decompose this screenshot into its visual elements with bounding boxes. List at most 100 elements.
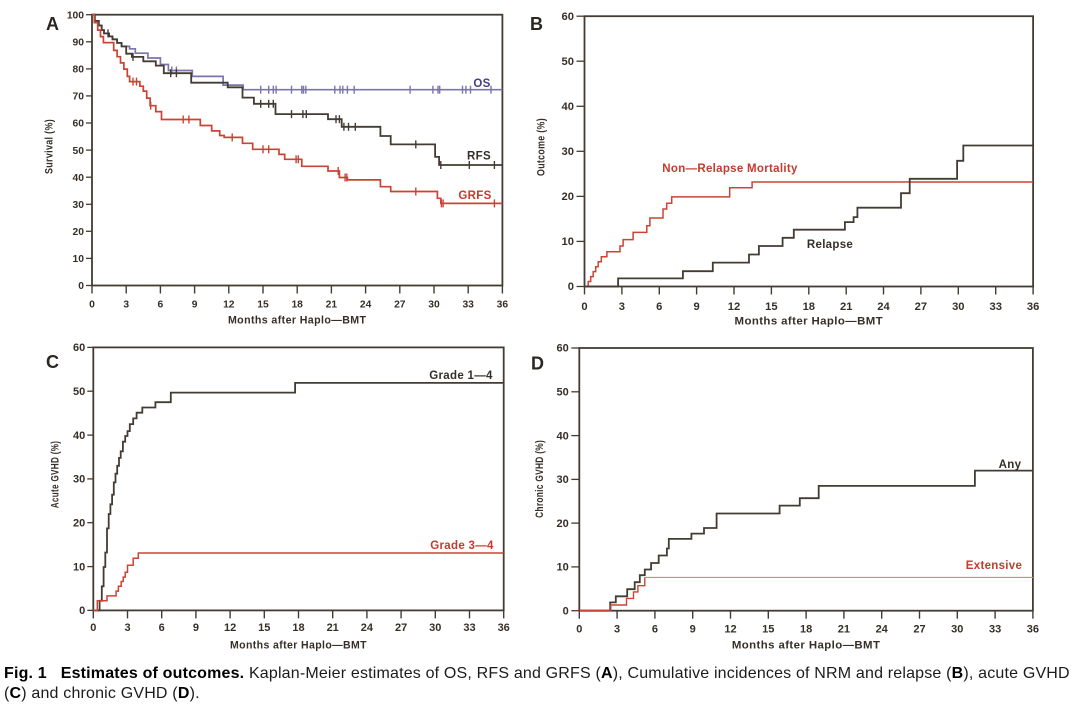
svg-text:Grade 3—4: Grade 3—4 — [430, 540, 494, 552]
svg-text:3: 3 — [614, 624, 620, 636]
svg-text:15: 15 — [762, 624, 774, 636]
svg-text:9: 9 — [192, 300, 198, 311]
svg-text:0: 0 — [563, 605, 569, 617]
svg-text:60: 60 — [73, 119, 85, 130]
svg-text:3: 3 — [619, 301, 625, 313]
svg-text:24: 24 — [361, 622, 374, 634]
svg-text:60: 60 — [557, 343, 569, 355]
svg-text:30: 30 — [951, 624, 963, 636]
svg-text:6: 6 — [159, 622, 165, 634]
svg-text:D: D — [531, 354, 544, 374]
svg-text:0: 0 — [78, 281, 84, 292]
svg-text:9: 9 — [690, 624, 696, 636]
svg-text:3: 3 — [124, 622, 130, 634]
svg-text:Extensive: Extensive — [966, 560, 1022, 572]
svg-text:70: 70 — [73, 92, 85, 103]
svg-text:27: 27 — [395, 622, 407, 634]
svg-text:10: 10 — [562, 236, 574, 248]
svg-text:40: 40 — [562, 101, 574, 113]
svg-text:18: 18 — [292, 622, 304, 634]
svg-text:27: 27 — [913, 624, 925, 636]
svg-text:40: 40 — [73, 430, 85, 442]
svg-text:18: 18 — [800, 624, 812, 636]
svg-text:21: 21 — [840, 301, 852, 313]
svg-text:12: 12 — [224, 622, 236, 634]
svg-text:Months after Haplo—BMT: Months after Haplo—BMT — [230, 639, 367, 651]
svg-text:36: 36 — [497, 300, 509, 311]
svg-text:OS: OS — [473, 78, 490, 90]
svg-text:6: 6 — [656, 301, 662, 313]
svg-text:33: 33 — [989, 624, 1001, 636]
svg-text:21: 21 — [838, 624, 850, 636]
svg-text:0: 0 — [79, 605, 85, 617]
svg-text:Grade 1—4: Grade 1—4 — [429, 370, 493, 382]
svg-text:Months after Haplo—BMT: Months after Haplo—BMT — [732, 640, 881, 652]
svg-text:36: 36 — [498, 622, 510, 634]
svg-text:24: 24 — [876, 624, 889, 636]
svg-text:C: C — [46, 352, 59, 372]
svg-text:90: 90 — [73, 38, 85, 49]
svg-text:0: 0 — [90, 622, 96, 634]
svg-text:12: 12 — [223, 300, 235, 311]
svg-text:33: 33 — [463, 622, 475, 634]
svg-text:10: 10 — [73, 561, 85, 573]
svg-text:27: 27 — [394, 300, 406, 311]
svg-text:Non—Relapse Mortality: Non—Relapse Mortality — [662, 163, 798, 175]
svg-text:Months after Haplo—BMT: Months after Haplo—BMT — [228, 315, 367, 327]
svg-text:A: A — [46, 14, 59, 34]
svg-text:30: 30 — [73, 474, 85, 486]
svg-text:33: 33 — [462, 300, 474, 311]
svg-text:20: 20 — [73, 517, 85, 529]
svg-text:33: 33 — [989, 301, 1001, 313]
svg-text:15: 15 — [258, 622, 270, 634]
svg-text:10: 10 — [73, 254, 85, 265]
svg-text:30: 30 — [557, 474, 569, 486]
svg-text:GRFS: GRFS — [458, 190, 491, 202]
svg-text:36: 36 — [1027, 624, 1039, 636]
svg-text:Outcome (%): Outcome (%) — [536, 118, 548, 176]
svg-text:RFS: RFS — [467, 151, 491, 163]
svg-text:50: 50 — [562, 56, 574, 68]
svg-text:12: 12 — [724, 624, 736, 636]
svg-text:9: 9 — [693, 301, 699, 313]
svg-text:24: 24 — [877, 301, 890, 313]
svg-text:Chronic GVHD (%): Chronic GVHD (%) — [534, 440, 546, 518]
svg-text:30: 30 — [429, 622, 441, 634]
svg-text:18: 18 — [803, 301, 815, 313]
svg-text:27: 27 — [915, 301, 927, 313]
svg-text:60: 60 — [562, 11, 574, 23]
svg-text:50: 50 — [73, 146, 85, 157]
svg-text:100: 100 — [67, 10, 84, 21]
svg-text:15: 15 — [257, 300, 269, 311]
svg-text:Relapse: Relapse — [807, 239, 853, 251]
svg-text:9: 9 — [193, 622, 199, 634]
svg-text:0: 0 — [581, 301, 587, 313]
svg-text:40: 40 — [557, 430, 569, 442]
svg-text:Months after Haplo—BMT: Months after Haplo—BMT — [735, 316, 884, 328]
svg-text:Acute GVHD (%): Acute GVHD (%) — [49, 441, 61, 509]
svg-text:50: 50 — [73, 386, 85, 398]
svg-text:0: 0 — [568, 281, 574, 293]
svg-text:3: 3 — [123, 300, 129, 311]
svg-text:0: 0 — [89, 300, 95, 311]
svg-text:18: 18 — [291, 300, 303, 311]
svg-text:Survival (%): Survival (%) — [44, 119, 56, 174]
svg-text:20: 20 — [557, 518, 569, 530]
svg-text:30: 30 — [562, 146, 574, 158]
svg-text:10: 10 — [557, 562, 569, 574]
svg-text:21: 21 — [326, 300, 338, 311]
svg-text:30: 30 — [952, 301, 964, 313]
svg-text:50: 50 — [557, 387, 569, 399]
svg-text:6: 6 — [652, 624, 658, 636]
svg-text:80: 80 — [73, 65, 85, 76]
svg-text:24: 24 — [360, 300, 372, 311]
svg-text:6: 6 — [158, 300, 164, 311]
svg-text:21: 21 — [327, 622, 339, 634]
svg-text:20: 20 — [73, 227, 85, 238]
svg-text:20: 20 — [562, 191, 574, 203]
svg-text:0: 0 — [576, 624, 582, 636]
svg-text:12: 12 — [728, 301, 740, 313]
svg-text:60: 60 — [73, 342, 85, 354]
svg-text:15: 15 — [765, 301, 777, 313]
svg-text:30: 30 — [73, 200, 85, 211]
